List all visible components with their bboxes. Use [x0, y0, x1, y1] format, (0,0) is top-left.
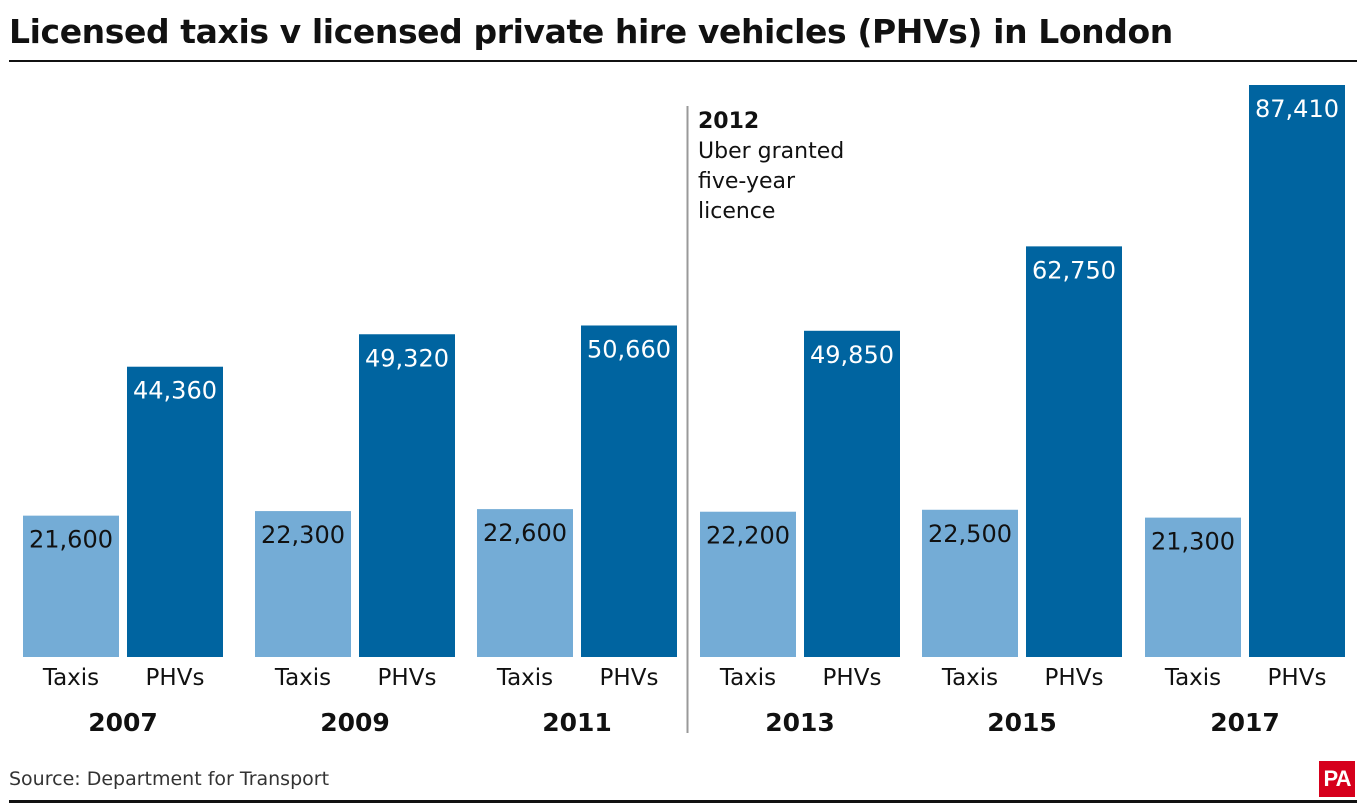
bar-label-taxis-2007: 21,600 [29, 526, 113, 554]
series-label-taxis-2007: Taxis [42, 665, 99, 691]
bar-taxis-2013 [700, 511, 796, 657]
series-label-taxis-2009: Taxis [274, 665, 331, 691]
bar-label-taxis-2013: 22,200 [706, 522, 790, 550]
year-label-2011: 2011 [542, 708, 612, 737]
bar-phvs-2017 [1249, 85, 1345, 657]
chart-title: Licensed taxis v licensed private hire v… [9, 12, 1173, 51]
bottom-rule [9, 800, 1357, 803]
bar-taxis-2011 [477, 509, 573, 657]
pa-logo: PA [1319, 761, 1355, 797]
bar-taxis-2009 [255, 511, 351, 657]
series-label-taxis-2013: Taxis [719, 665, 776, 691]
bar-phvs-2013 [804, 330, 900, 657]
series-label-phvs-2009: PHVs [378, 665, 437, 691]
bar-label-taxis-2017: 21,300 [1151, 528, 1235, 556]
bar-taxis-2015 [922, 509, 1018, 657]
year-label-2007: 2007 [88, 708, 158, 737]
annotation-year: 2012 [698, 109, 759, 134]
source-note: Source: Department for Transport [9, 768, 330, 790]
annotation-line-3: licence [698, 199, 775, 224]
bar-label-phvs-2007: 44,360 [133, 377, 217, 405]
year-label-2009: 2009 [320, 708, 390, 737]
series-label-phvs-2007: PHVs [146, 665, 205, 691]
series-label-phvs-2017: PHVs [1268, 665, 1327, 691]
year-label-2013: 2013 [765, 708, 835, 737]
year-label-2015: 2015 [987, 708, 1057, 737]
bar-label-phvs-2011: 50,660 [587, 335, 671, 363]
bar-phvs-2007 [127, 366, 223, 657]
bar-label-phvs-2009: 49,320 [365, 344, 449, 372]
bar-taxis-2007 [23, 515, 119, 657]
bar-label-phvs-2015: 62,750 [1032, 256, 1116, 284]
series-label-phvs-2013: PHVs [823, 665, 882, 691]
bar-phvs-2011 [581, 325, 677, 657]
year-label-2017: 2017 [1210, 708, 1280, 737]
bar-label-taxis-2009: 22,300 [261, 521, 345, 549]
title-rule [9, 60, 1357, 62]
bar-label-phvs-2017: 87,410 [1255, 95, 1339, 123]
series-label-phvs-2015: PHVs [1045, 665, 1104, 691]
bar-phvs-2015 [1026, 246, 1122, 657]
bar-phvs-2009 [359, 334, 455, 657]
bar-label-phvs-2013: 49,850 [810, 341, 894, 369]
series-label-taxis-2015: Taxis [941, 665, 998, 691]
bar-chart: 21,600 Taxis 44,360 PHVs 2007 22,300 Taxis 49,3… [23, 85, 1345, 737]
bar-taxis-2017 [1145, 517, 1241, 657]
annotation-line-2: five-year [698, 169, 796, 194]
series-label-taxis-2011: Taxis [496, 665, 553, 691]
bar-label-taxis-2015: 22,500 [928, 520, 1012, 548]
annotation-line-1: Uber granted [698, 139, 844, 164]
series-label-taxis-2017: Taxis [1164, 665, 1221, 691]
series-label-phvs-2011: PHVs [600, 665, 659, 691]
bar-label-taxis-2011: 22,600 [483, 519, 567, 547]
